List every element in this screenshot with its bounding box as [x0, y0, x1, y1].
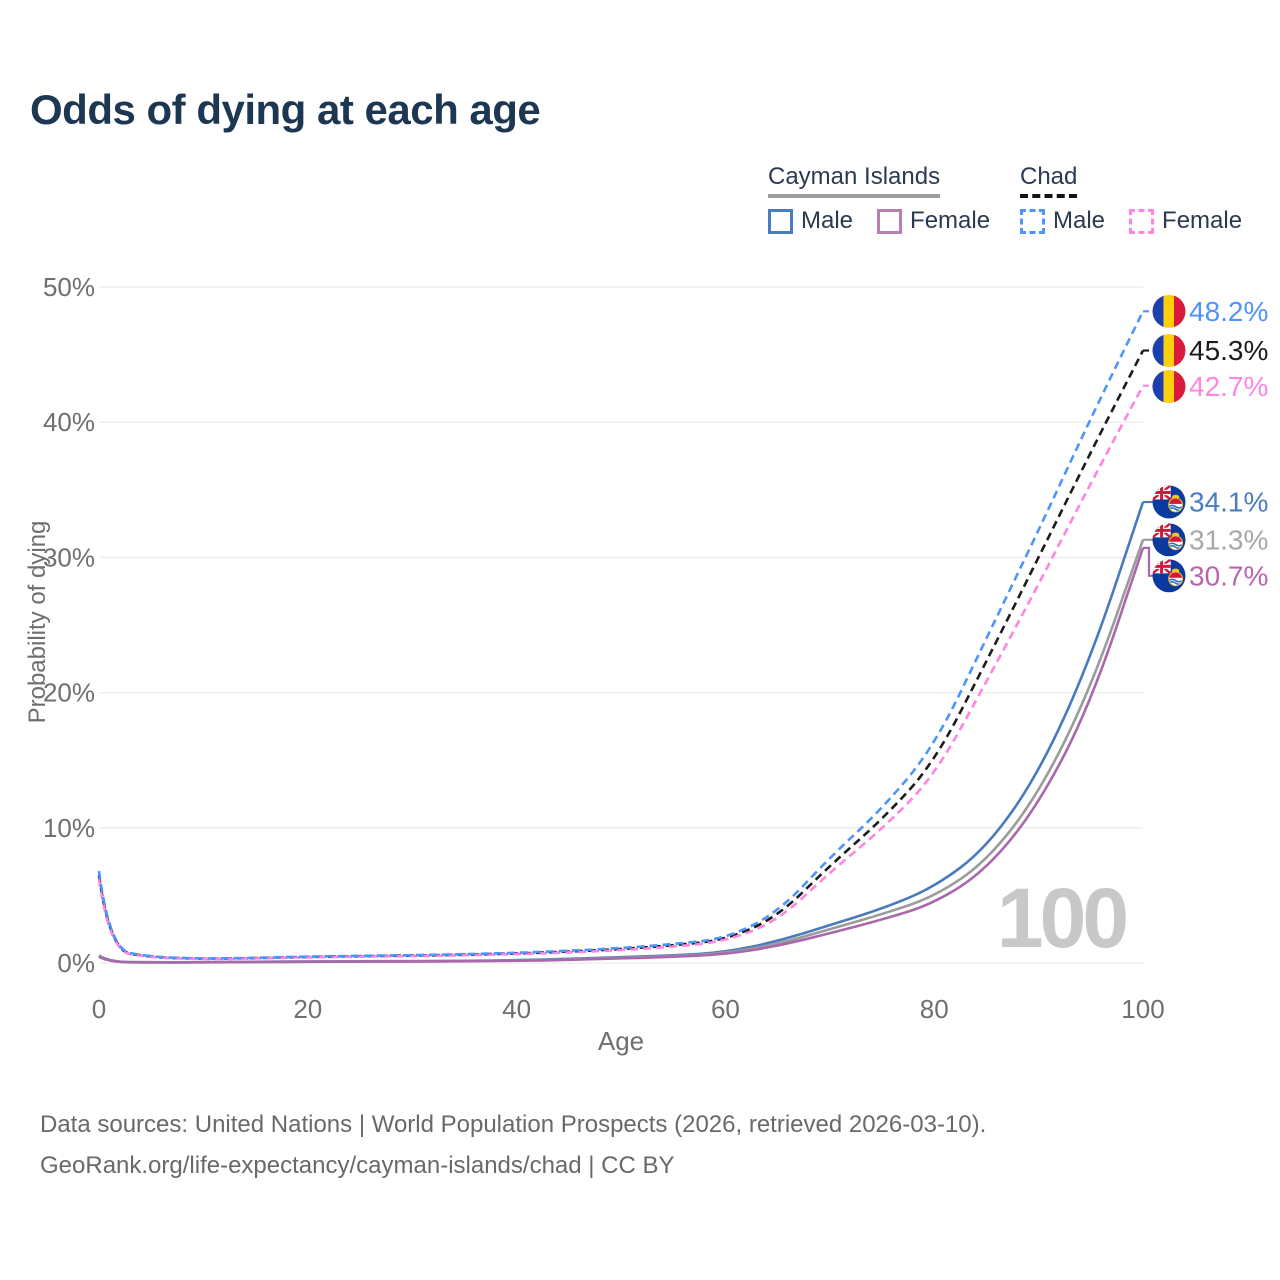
end-label-chad-female[interactable]: 42.7%: [1189, 371, 1268, 402]
legend-swatch-solid: [877, 208, 903, 234]
x-tick-label: 100: [1121, 994, 1164, 1024]
legend-country-label[interactable]: Chad: [1020, 163, 1078, 198]
end-label-chad-all[interactable]: 45.3%: [1189, 335, 1268, 366]
legend-item-label: Female: [1162, 207, 1243, 234]
series-line-chad-male[interactable]: [97, 310, 1145, 960]
legend-item-label: Female: [910, 207, 991, 234]
legend-item-cayman-islands-female[interactable]: Female: [877, 207, 990, 235]
legend-group-cayman-islands: Cayman Islands Male Female: [768, 163, 1014, 235]
y-tick-label: 10%: [43, 813, 95, 843]
label-leader-chad-female: [1143, 384, 1153, 388]
end-label-cayman-all[interactable]: 31.3%: [1189, 524, 1268, 555]
legend-item-cayman-islands-male[interactable]: Male: [768, 207, 853, 235]
cayman-islands-flag-icon: [1152, 523, 1186, 557]
chad-flag-icon: [1152, 370, 1186, 404]
series-line-cayman-female[interactable]: [98, 547, 1145, 964]
legend-swatch-dashed: [1020, 208, 1045, 234]
legend-group-chad: Chad Male Female: [1020, 163, 1266, 235]
y-axis-title: Probability of dying: [24, 521, 51, 724]
chad-flag-icon: [1152, 334, 1186, 368]
series-line-cayman-all[interactable]: [98, 539, 1145, 964]
legend-swatch-dashed: [1129, 208, 1155, 234]
x-tick-label: 80: [920, 994, 949, 1024]
x-tick-label: 40: [502, 994, 531, 1024]
series-line-cayman-male[interactable]: [98, 501, 1145, 964]
end-label-cayman-male[interactable]: 34.1%: [1189, 486, 1268, 517]
x-axis-title: Age: [598, 1026, 644, 1056]
age-watermark: 100: [997, 871, 1126, 965]
legend: Cayman Islands Male Female Chad Male Female: [768, 163, 1248, 243]
page-title: Odds of dying at each age: [30, 86, 541, 133]
x-tick-label: 0: [92, 994, 106, 1024]
x-tick-label: 20: [293, 994, 322, 1024]
y-tick-label: 20%: [43, 678, 95, 708]
y-tick-label: 40%: [43, 407, 95, 437]
footer-attribution: GeoRank.org/life-expectancy/cayman-islan…: [40, 1152, 675, 1180]
footer: Data sources: United Nations | World Pop…: [40, 1104, 986, 1187]
cayman-islands-flag-icon: [1152, 485, 1186, 519]
chad-flag-icon: [1152, 294, 1186, 328]
x-tick-label: 60: [711, 994, 740, 1024]
legend-item-label: Male: [801, 207, 854, 234]
legend-item-chad-male[interactable]: Male: [1020, 207, 1105, 235]
legend-country-label[interactable]: Cayman Islands: [768, 163, 941, 198]
end-label-chad-male[interactable]: 48.2%: [1189, 296, 1268, 327]
end-label-cayman-female[interactable]: 30.7%: [1189, 560, 1268, 591]
cayman-islands-flag-icon: [1152, 559, 1186, 593]
y-tick-label: 30%: [43, 542, 95, 572]
legend-item-label: Male: [1053, 207, 1106, 234]
legend-swatch-solid: [768, 208, 793, 234]
y-tick-label: 0%: [57, 948, 95, 978]
footer-sources: Data sources: United Nations | World Pop…: [40, 1111, 987, 1138]
y-tick-label: 50%: [43, 272, 95, 302]
series-line-chad-female[interactable]: [97, 385, 1145, 961]
label-leader-cayman-female: [1143, 546, 1153, 577]
legend-item-chad-female[interactable]: Female: [1129, 207, 1242, 235]
